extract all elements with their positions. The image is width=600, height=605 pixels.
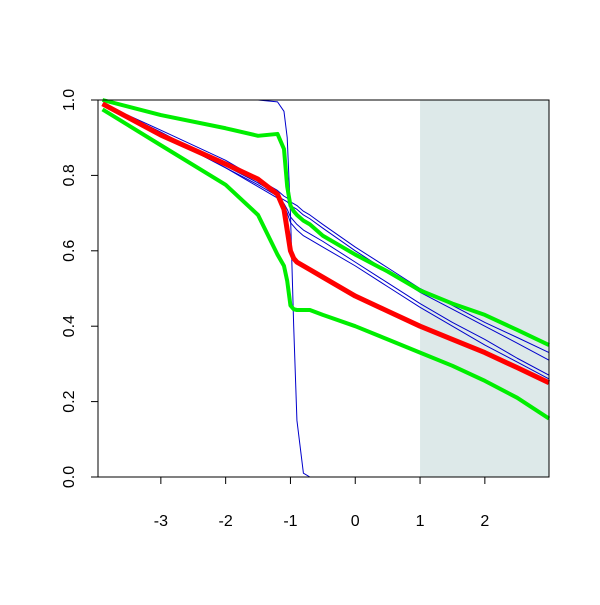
series-line: [102, 103, 550, 380]
y-tick-label: 0.8: [61, 164, 78, 186]
y-tick-label: 0.4: [61, 315, 78, 337]
plot-frame: [97, 99, 550, 478]
x-tick-label: -2: [219, 513, 233, 530]
x-tick-label: 0: [351, 513, 360, 530]
series-line: [101, 101, 551, 386]
y-tick-label: 0.0: [61, 466, 78, 488]
x-tick-label: 1: [416, 513, 425, 530]
x-tick-label: -1: [283, 513, 297, 530]
x-tick-label: 2: [480, 513, 489, 530]
y-tick-label: 1.0: [61, 89, 78, 111]
x-tick-label: -3: [154, 513, 168, 530]
y-tick-label: 0.6: [61, 240, 78, 262]
series-line: [101, 107, 551, 421]
shaded-region: [420, 100, 549, 477]
series-line: [102, 98, 550, 347]
series-line: [102, 103, 550, 361]
y-tick-label: 0.2: [61, 390, 78, 412]
